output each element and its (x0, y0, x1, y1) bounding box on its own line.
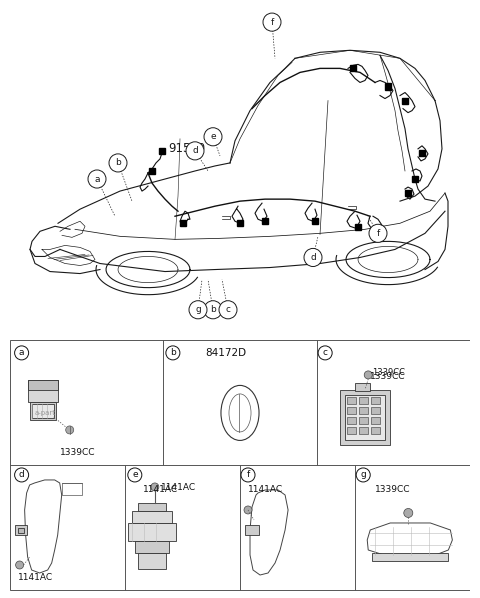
Circle shape (88, 170, 106, 188)
Circle shape (189, 301, 207, 319)
Bar (355, 224, 361, 230)
Text: a: a (19, 349, 24, 358)
Circle shape (204, 301, 222, 319)
Bar (371, 417, 380, 424)
Bar (237, 220, 243, 226)
Bar (359, 407, 368, 414)
Bar (340, 390, 390, 445)
Circle shape (128, 468, 142, 482)
Bar (149, 168, 155, 174)
Bar (347, 397, 356, 404)
Bar (347, 427, 356, 434)
Text: e: e (210, 132, 216, 141)
Bar (159, 148, 165, 154)
Text: 84172D: 84172D (205, 348, 246, 358)
Bar (28, 380, 58, 390)
Bar (138, 503, 166, 511)
Circle shape (304, 248, 322, 267)
Bar (355, 383, 370, 391)
Bar (262, 218, 268, 224)
Bar (30, 402, 56, 420)
Bar (402, 97, 408, 103)
Text: 1339CC: 1339CC (60, 448, 96, 457)
Circle shape (109, 154, 127, 172)
Text: f: f (246, 471, 250, 480)
Text: 1141AC: 1141AC (161, 483, 196, 493)
Text: g: g (195, 305, 201, 315)
Text: d: d (192, 147, 198, 155)
Circle shape (14, 346, 29, 360)
Text: f: f (376, 229, 380, 238)
Text: 1141AC: 1141AC (18, 572, 53, 581)
Circle shape (356, 468, 370, 482)
Bar (345, 395, 385, 440)
Bar (359, 397, 368, 404)
Circle shape (263, 13, 281, 31)
Text: g: g (360, 471, 366, 480)
Text: b: b (170, 349, 176, 358)
Circle shape (318, 346, 332, 360)
Bar (377, 226, 383, 232)
Bar (180, 220, 186, 226)
Text: e: e (132, 471, 138, 480)
Circle shape (404, 508, 413, 517)
Text: 1141AC: 1141AC (248, 486, 283, 495)
Bar (385, 84, 391, 90)
Text: b: b (210, 305, 216, 315)
Circle shape (14, 468, 29, 482)
Text: 1339CC: 1339CC (375, 486, 411, 495)
Circle shape (219, 301, 237, 319)
Circle shape (151, 483, 159, 491)
Bar (347, 407, 356, 414)
Text: 1339CC: 1339CC (372, 368, 405, 377)
Text: a-part: a-part (34, 410, 55, 416)
Circle shape (66, 426, 74, 434)
Bar (138, 553, 166, 569)
Circle shape (369, 224, 387, 242)
Bar (419, 150, 425, 156)
Circle shape (16, 561, 24, 569)
Bar (372, 553, 448, 561)
Bar (32, 404, 54, 418)
Circle shape (364, 371, 372, 379)
Bar (14, 525, 26, 535)
Bar (135, 541, 169, 553)
Bar (371, 427, 380, 434)
Bar (62, 483, 82, 495)
Bar (371, 397, 380, 404)
Bar (359, 427, 368, 434)
Text: b: b (115, 158, 121, 167)
Circle shape (186, 142, 204, 160)
Bar (128, 523, 176, 541)
Bar (405, 190, 411, 196)
Circle shape (244, 506, 252, 514)
Text: f: f (270, 17, 274, 27)
Circle shape (204, 128, 222, 146)
Circle shape (241, 468, 255, 482)
Bar (132, 511, 172, 523)
Text: a: a (94, 175, 100, 184)
Bar (312, 218, 318, 224)
Text: 1141AC: 1141AC (143, 486, 178, 495)
Bar (28, 380, 58, 402)
Text: c: c (226, 305, 230, 315)
Bar (245, 525, 259, 535)
Circle shape (166, 346, 180, 360)
Bar (412, 176, 418, 182)
Bar (18, 528, 24, 533)
Text: d: d (19, 471, 24, 480)
Bar (359, 417, 368, 424)
Text: 91500: 91500 (168, 142, 205, 155)
Bar (371, 407, 380, 414)
Text: c: c (323, 349, 328, 358)
Bar (347, 417, 356, 424)
Text: 1339CC: 1339CC (370, 373, 406, 382)
Text: d: d (310, 253, 316, 262)
Bar (350, 65, 356, 71)
